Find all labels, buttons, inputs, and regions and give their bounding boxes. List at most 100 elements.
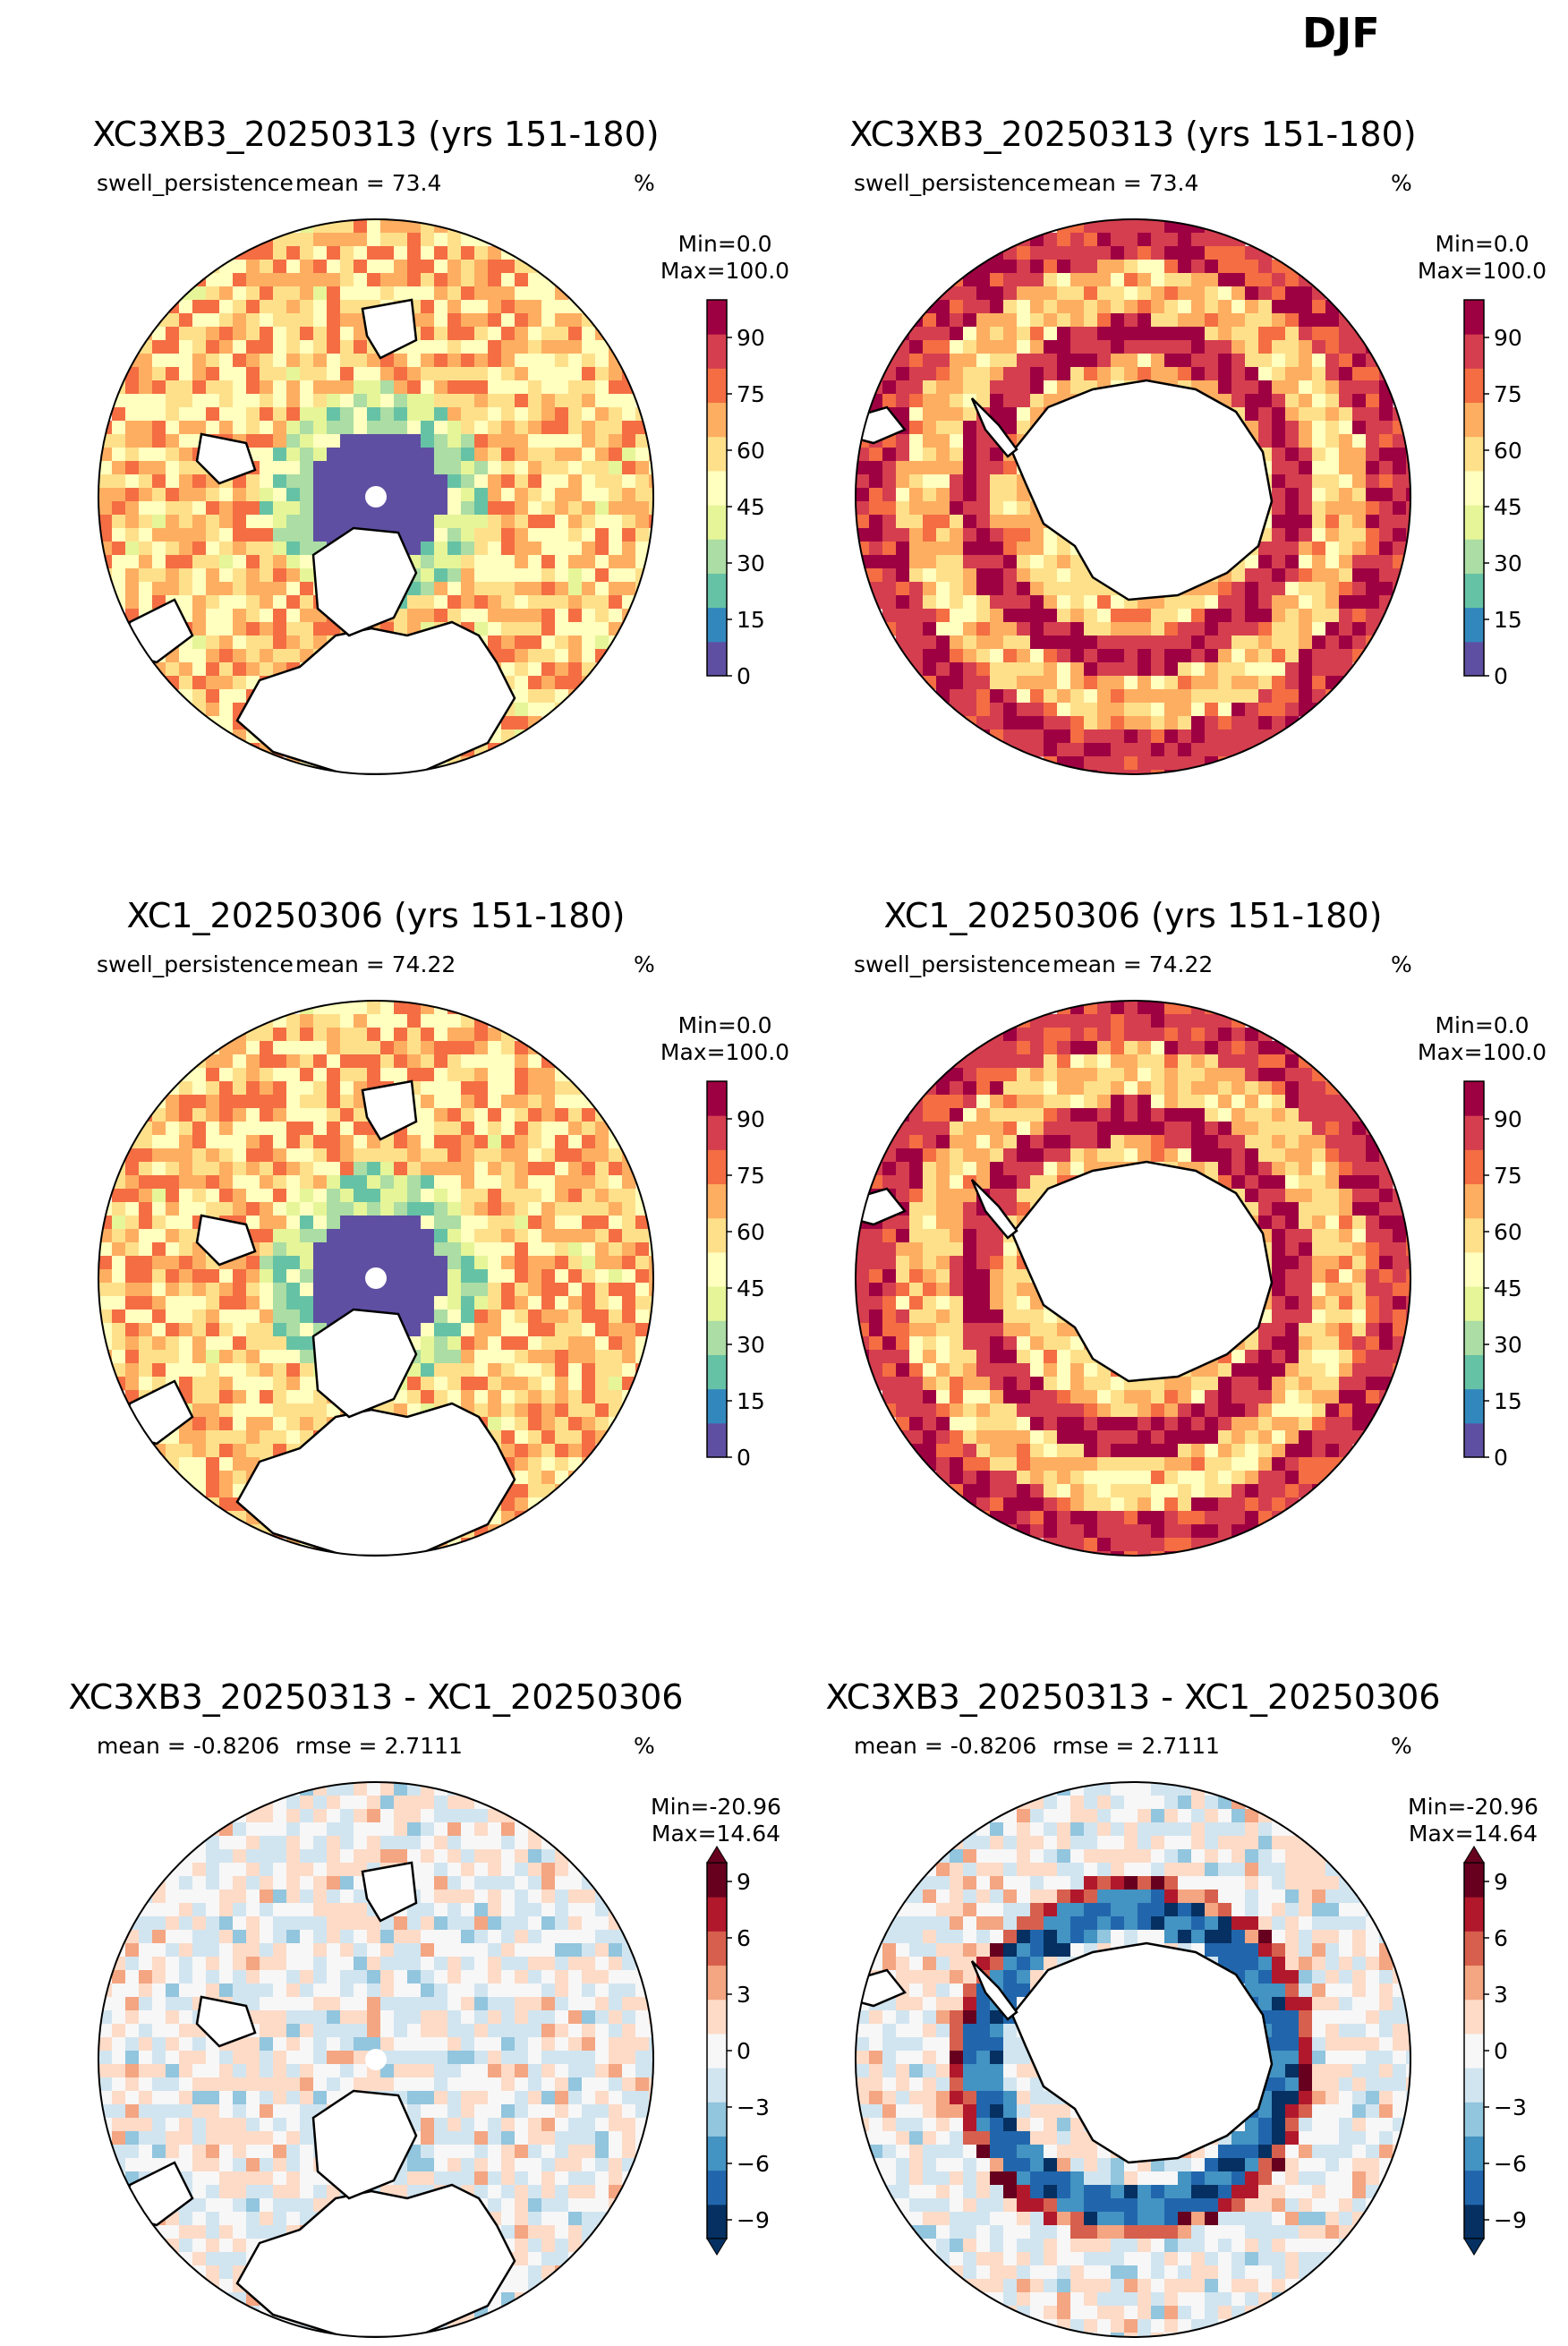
colorbar-tick-label: 60: [737, 438, 765, 464]
field-cell: [609, 595, 623, 610]
field-cell: [1312, 528, 1326, 542]
field-cell: [1003, 1189, 1018, 1203]
field-cell: [1191, 300, 1206, 314]
field-cell: [869, 555, 883, 569]
panel-title: XC1_20250306 (yrs 151-180): [883, 896, 1383, 935]
field-cell: [515, 1256, 529, 1270]
field-cell: [1178, 340, 1192, 354]
field-cell: [541, 380, 556, 395]
field-cell: [1299, 1202, 1313, 1216]
field-cell: [367, 286, 381, 301]
field-cell: [434, 1135, 448, 1149]
field-cell: [179, 1269, 193, 1284]
field-cell: [909, 1202, 924, 1216]
field-cell: [474, 1403, 489, 1418]
field-cell: [434, 1095, 448, 1109]
field-cell: [1339, 1189, 1353, 1203]
field-cell: [488, 1229, 502, 1243]
field-cell: [367, 1148, 381, 1163]
field-cell: [1084, 354, 1098, 368]
field-cell: [1151, 1148, 1165, 1163]
field-cell: [327, 448, 341, 462]
field-cell: [1003, 689, 1018, 704]
field-cell: [595, 528, 609, 542]
field-cell: [286, 1256, 301, 1270]
field-cell: [447, 327, 462, 341]
field-cell: [869, 461, 883, 475]
field-cell: [936, 1081, 950, 1096]
field-cell: [1379, 1189, 1393, 1203]
field-cell: [1044, 1122, 1058, 1136]
colorbar-tick-label: 60: [737, 1219, 765, 1245]
field-cell: [963, 1148, 977, 1163]
field-cell: [909, 421, 924, 435]
field-cell: [1111, 729, 1125, 744]
field-cell: [447, 555, 462, 569]
field-cell: [434, 1162, 448, 1176]
field-cell: [166, 1108, 180, 1122]
field-cell: [367, 515, 381, 529]
field-cell: [582, 1283, 596, 1297]
field-cell: [1272, 542, 1286, 556]
field-cell: [1178, 662, 1192, 677]
field-cell: [568, 568, 583, 583]
field-cell: [923, 1256, 937, 1270]
field-cell: [1325, 1242, 1340, 1257]
field-cell: [1299, 1175, 1313, 1190]
field-cell: [555, 1081, 569, 1096]
field-cell: [380, 394, 395, 408]
field-cell: [1285, 528, 1300, 542]
field-cell: [882, 568, 897, 583]
field-cell: [488, 568, 502, 583]
field-cell: [609, 609, 623, 623]
field-cell: [1258, 622, 1273, 636]
field-cell: [1258, 1148, 1273, 1163]
field-cell: [1205, 233, 1219, 247]
field-cell: [515, 555, 529, 569]
field-cell: [354, 1189, 368, 1203]
field-cell: [1325, 1162, 1340, 1176]
field-cell: [233, 1068, 247, 1082]
field-cell: [1124, 729, 1138, 744]
field-cell: [1325, 1202, 1340, 1216]
field-cell: [313, 1068, 328, 1082]
field-cell: [568, 1189, 583, 1203]
field-cell: [882, 1242, 897, 1257]
field-cell: [179, 662, 193, 677]
field-cell: [394, 1162, 408, 1176]
field-cell: [394, 461, 408, 475]
field-cell: [219, 515, 234, 529]
field-cell: [1030, 716, 1044, 730]
field-cell: [407, 515, 422, 529]
field-cell: [434, 1390, 448, 1404]
colorbar-tick-label: 75: [737, 1163, 765, 1189]
field-cell: [515, 313, 529, 328]
field-cell: [1111, 233, 1125, 247]
field-cell: [340, 300, 354, 314]
field-cell: [609, 1189, 623, 1203]
field-cell: [1272, 1108, 1286, 1122]
field-cell: [1379, 434, 1393, 448]
field-cell: [909, 367, 924, 381]
field-cell: [1205, 595, 1219, 610]
field-cell: [1030, 743, 1044, 757]
land-mass: [235, 1402, 516, 1556]
field-cell: [179, 1148, 193, 1163]
field-cell: [1164, 313, 1179, 328]
field-cell: [582, 1403, 596, 1418]
field-cell: [1258, 340, 1273, 354]
field-cell: [963, 1229, 977, 1243]
field-cell: [1124, 1135, 1138, 1149]
field-cell: [246, 488, 260, 502]
field-cell: [1325, 474, 1340, 489]
land-mass: [235, 620, 516, 774]
field-cell: [474, 1323, 489, 1337]
field-cell: [923, 1122, 937, 1136]
field-cell: [233, 1081, 247, 1096]
field-cell: [1312, 421, 1326, 435]
field-cell: [1070, 1148, 1085, 1163]
field-cell: [152, 1108, 166, 1122]
units-label: %: [1391, 951, 1412, 977]
field-cell: [246, 1377, 260, 1391]
field-cell: [582, 515, 596, 529]
